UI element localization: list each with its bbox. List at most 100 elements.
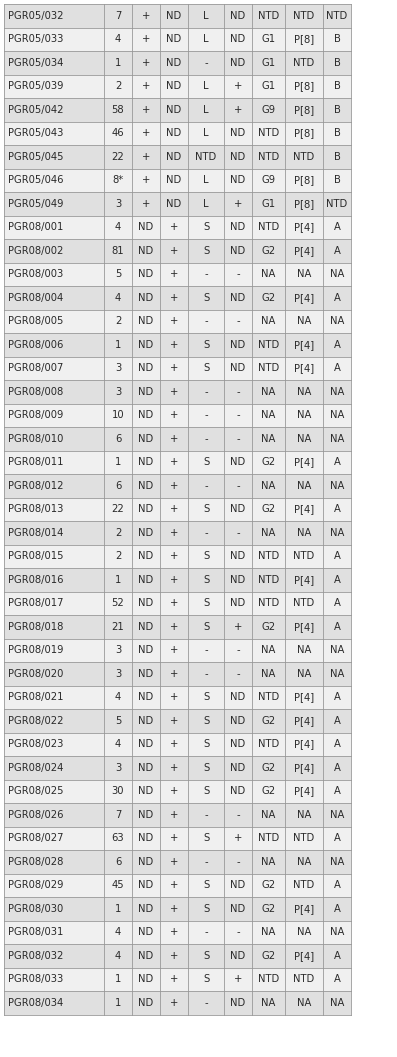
- Text: ND: ND: [230, 716, 246, 726]
- Text: +: +: [170, 552, 178, 561]
- Text: PGR08/006: PGR08/006: [8, 339, 64, 350]
- Text: 58: 58: [112, 105, 124, 115]
- Text: PGR08/015: PGR08/015: [8, 552, 64, 561]
- Text: +: +: [170, 245, 178, 256]
- Text: +: +: [142, 34, 150, 44]
- Text: +: +: [170, 339, 178, 350]
- Bar: [4, 74, 351, 98]
- Text: PGR08/009: PGR08/009: [8, 410, 64, 421]
- Text: ND: ND: [166, 34, 181, 44]
- Text: B: B: [333, 34, 341, 44]
- Text: 6: 6: [115, 433, 121, 444]
- Text: -: -: [236, 927, 240, 938]
- Text: +: +: [234, 622, 242, 632]
- Text: 1: 1: [115, 998, 121, 1007]
- Text: PGR08/016: PGR08/016: [8, 575, 64, 585]
- Text: 3: 3: [115, 669, 121, 679]
- Text: NA: NA: [297, 998, 311, 1007]
- Text: +: +: [170, 364, 178, 373]
- Text: NA: NA: [330, 927, 344, 938]
- Text: NTD: NTD: [258, 222, 279, 233]
- Text: 3: 3: [115, 364, 121, 373]
- Text: L: L: [203, 81, 209, 91]
- Text: NTD: NTD: [258, 552, 279, 561]
- Text: 7: 7: [115, 11, 121, 21]
- Text: ND: ND: [230, 58, 246, 68]
- Text: NA: NA: [261, 645, 276, 655]
- Text: G2: G2: [262, 245, 276, 256]
- Bar: [4, 4, 351, 27]
- Text: ND: ND: [139, 716, 154, 726]
- Text: +: +: [234, 833, 242, 843]
- Text: ND: ND: [139, 857, 154, 867]
- Text: A: A: [333, 458, 341, 467]
- Text: -: -: [236, 857, 240, 867]
- Text: P[8]: P[8]: [294, 34, 314, 44]
- Text: -: -: [204, 857, 208, 867]
- Text: 52: 52: [112, 598, 124, 608]
- Text: 4: 4: [115, 927, 121, 938]
- Bar: [4, 944, 351, 967]
- Text: NA: NA: [261, 998, 276, 1007]
- Text: PGR08/026: PGR08/026: [8, 810, 64, 820]
- Text: PGR08/001: PGR08/001: [8, 222, 64, 233]
- Text: G2: G2: [262, 622, 276, 632]
- Text: S: S: [203, 904, 209, 913]
- Text: NA: NA: [330, 857, 344, 867]
- Text: NA: NA: [330, 527, 344, 538]
- Text: 8*: 8*: [112, 175, 123, 185]
- Text: +: +: [170, 316, 178, 327]
- Text: S: S: [203, 739, 209, 749]
- Text: 4: 4: [115, 222, 121, 233]
- Text: NA: NA: [297, 927, 311, 938]
- Text: S: S: [203, 950, 209, 961]
- Text: +: +: [170, 433, 178, 444]
- Text: ND: ND: [139, 316, 154, 327]
- Text: P[4]: P[4]: [294, 763, 314, 773]
- Bar: [4, 427, 351, 450]
- Text: ND: ND: [139, 410, 154, 421]
- Text: A: A: [333, 364, 341, 373]
- Text: -: -: [204, 810, 208, 820]
- Text: PGR08/034: PGR08/034: [8, 998, 63, 1007]
- Text: +: +: [170, 833, 178, 843]
- Text: G9: G9: [262, 105, 276, 115]
- Text: A: A: [333, 293, 341, 302]
- Text: NA: NA: [297, 857, 311, 867]
- Text: NTD: NTD: [293, 833, 315, 843]
- Text: 1: 1: [115, 904, 121, 913]
- Text: NA: NA: [261, 270, 276, 279]
- Text: ND: ND: [139, 504, 154, 515]
- Text: PGR08/029: PGR08/029: [8, 880, 64, 890]
- Text: NTD: NTD: [195, 152, 217, 162]
- Text: PGR08/013: PGR08/013: [8, 504, 64, 515]
- Text: NTD: NTD: [258, 692, 279, 702]
- Text: G2: G2: [262, 904, 276, 913]
- Text: ND: ND: [139, 810, 154, 820]
- Text: G9: G9: [262, 175, 276, 185]
- Bar: [4, 686, 351, 709]
- Text: PGR08/022: PGR08/022: [8, 716, 64, 726]
- Text: ND: ND: [230, 245, 246, 256]
- Text: B: B: [333, 128, 341, 138]
- Text: ND: ND: [139, 950, 154, 961]
- Text: +: +: [170, 575, 178, 585]
- Text: +: +: [170, 763, 178, 773]
- Text: -: -: [204, 998, 208, 1007]
- Text: ND: ND: [139, 645, 154, 655]
- Text: 6: 6: [115, 857, 121, 867]
- Text: PGR08/028: PGR08/028: [8, 857, 64, 867]
- Text: NTD: NTD: [293, 152, 315, 162]
- Text: A: A: [333, 222, 341, 233]
- Bar: [4, 122, 351, 145]
- Text: ND: ND: [230, 152, 246, 162]
- Text: -: -: [236, 527, 240, 538]
- Text: NTD: NTD: [258, 128, 279, 138]
- Bar: [4, 921, 351, 944]
- Text: ND: ND: [230, 175, 246, 185]
- Text: P[4]: P[4]: [294, 245, 314, 256]
- Text: NA: NA: [297, 669, 311, 679]
- Text: NTD: NTD: [258, 975, 279, 984]
- Text: ND: ND: [166, 81, 181, 91]
- Text: P[4]: P[4]: [294, 364, 314, 373]
